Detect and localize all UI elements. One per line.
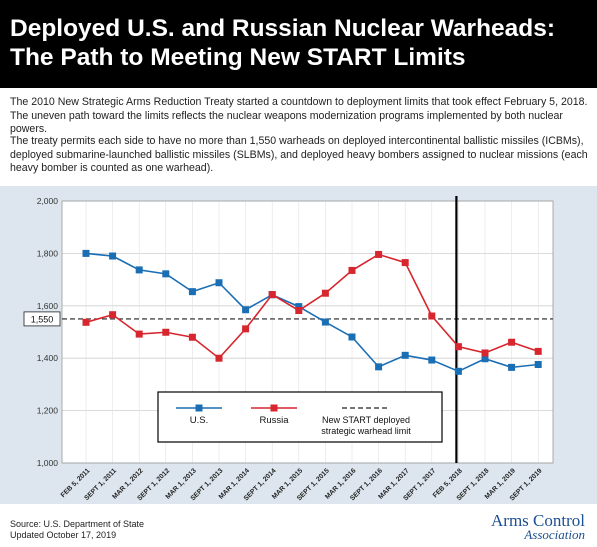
title-bar: Deployed U.S. and Russian Nuclear Warhea…: [0, 0, 597, 88]
page-title: Deployed U.S. and Russian Nuclear Warhea…: [10, 14, 590, 72]
us-data-point: [295, 303, 303, 311]
logo-line-1: Arms Control: [491, 511, 585, 530]
russia-data-point: [82, 318, 90, 326]
us-data-point: [375, 363, 383, 371]
russia-data-point: [508, 338, 516, 346]
us-data-point: [188, 288, 196, 296]
us-data-point: [215, 279, 223, 287]
legend-russia-label: Russia: [259, 415, 289, 426]
y-tick-label: 1,000: [37, 458, 59, 468]
us-data-point: [401, 351, 409, 359]
title-line-2: The Path to Meeting New START Limits: [10, 44, 466, 71]
russia-data-point: [295, 307, 303, 315]
us-data-point: [109, 252, 117, 260]
us-data-point: [481, 355, 489, 363]
y-tick-label: 1,800: [37, 248, 59, 258]
russia-data-point: [188, 333, 196, 341]
updated-line: Updated October 17, 2019: [10, 530, 117, 540]
title-line-1: Deployed U.S. and Russian Nuclear Warhea…: [10, 15, 556, 42]
russia-data-point: [481, 349, 489, 357]
intro-paragraph-1: The 2010 New Strategic Arms Reduction Tr…: [10, 96, 588, 135]
us-series-line: [85, 252, 539, 373]
us-data-point: [348, 333, 356, 341]
russia-data-point: [375, 250, 383, 258]
legend-us-label: U.S.: [190, 415, 208, 426]
us-data-point: [428, 356, 436, 364]
us-data-point: [242, 306, 250, 314]
plot-border: [61, 200, 554, 464]
russia-data-point: [242, 325, 250, 333]
limit-tick-label: 1,550: [31, 314, 54, 324]
y-tick-label: 2,000: [37, 196, 59, 206]
source-line: Source: U.S. Department of State: [10, 519, 145, 529]
us-data-point: [135, 266, 143, 274]
legend-limit-label-line1: New START deployed: [322, 415, 410, 425]
legend-limit-label-line2: strategic warhead limit: [321, 426, 411, 436]
logo-line-2: Association: [524, 527, 585, 542]
y-tick-label: 1,600: [37, 301, 59, 311]
russia-series-line: [85, 253, 539, 360]
us-data-point: [321, 318, 329, 326]
limit-tag-box: [23, 311, 61, 327]
us-data-point: [534, 360, 542, 368]
legend-box: [157, 391, 443, 443]
us-data-point: [508, 363, 516, 371]
russia-data-point: [162, 328, 170, 336]
russia-data-point: [428, 312, 436, 320]
russia-data-point: [215, 354, 223, 362]
russia-data-point: [135, 330, 143, 338]
russia-data-point: [348, 266, 356, 274]
legend-us-marker: [195, 404, 203, 412]
legend-russia-marker: [270, 404, 278, 412]
intro-paragraph-2: The treaty permits each side to have no …: [10, 135, 588, 174]
us-data-point: [82, 249, 90, 257]
us-data-point: [454, 367, 462, 375]
russia-data-point: [454, 343, 462, 351]
us-data-point: [162, 270, 170, 278]
russia-data-point: [401, 259, 409, 267]
russia-data-point: [321, 289, 329, 297]
source-note: Source: U.S. Department of State Updated…: [10, 519, 144, 541]
y-tick-label: 1,200: [37, 406, 59, 416]
russia-data-point: [268, 291, 276, 299]
russia-data-point: [109, 311, 117, 319]
russia-data-point: [534, 347, 542, 355]
y-tick-label: 1,400: [37, 353, 59, 363]
arms-control-association-logo: Arms Control Association: [491, 512, 585, 541]
